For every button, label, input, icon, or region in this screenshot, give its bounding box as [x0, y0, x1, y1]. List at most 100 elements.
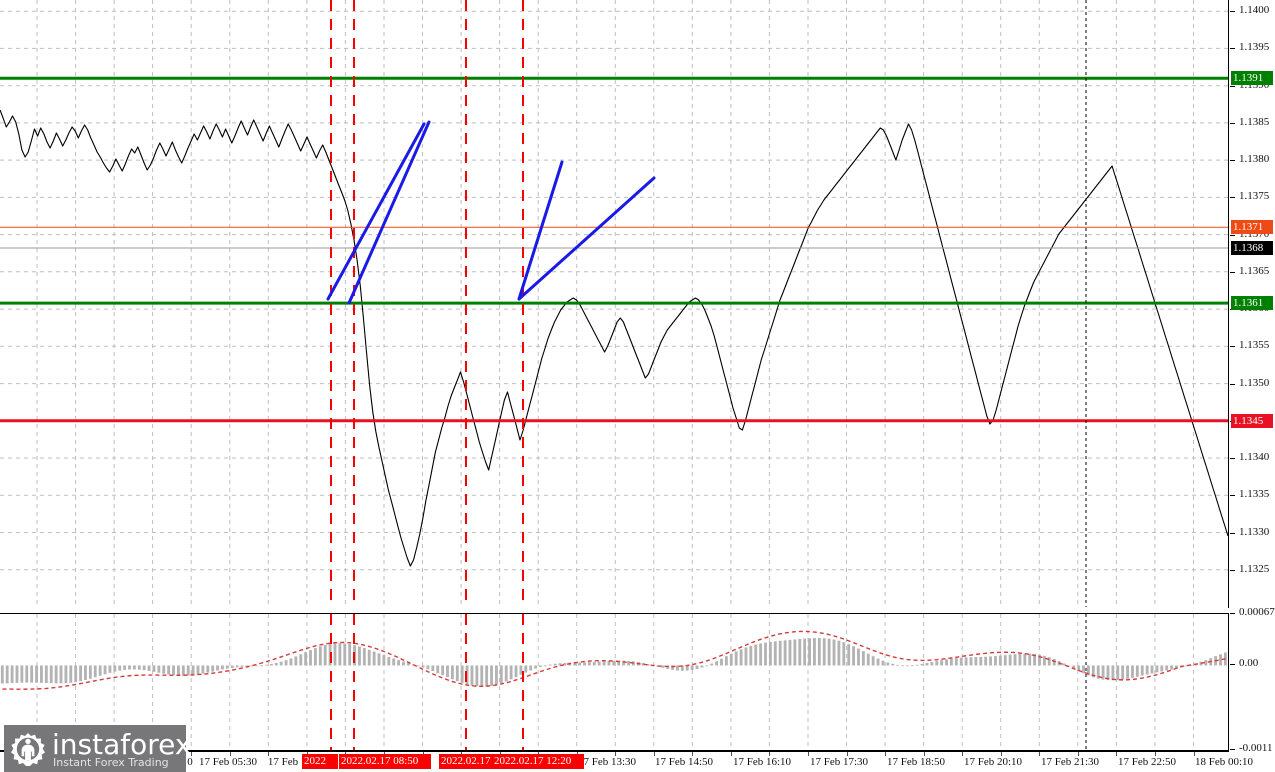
price-tag-1.1361[interactable]: 1.1361 — [1231, 296, 1273, 311]
trendline-1[interactable] — [326, 122, 426, 301]
axis-tick-mark — [1230, 271, 1235, 273]
price-chart-pane[interactable] — [0, 0, 1229, 608]
macd-bar — [309, 650, 312, 666]
macd-bar — [876, 658, 880, 666]
macd-bar — [59, 665, 63, 684]
macd-bar — [612, 660, 616, 666]
macd-bar — [132, 665, 136, 670]
macd-bar — [768, 641, 772, 666]
macd-bar — [1008, 654, 1012, 666]
macd-bar — [44, 665, 48, 684]
macd-bar — [1003, 655, 1007, 666]
macd-bar — [382, 655, 386, 666]
trendline-4[interactable] — [517, 176, 656, 301]
macd-bar — [402, 661, 405, 666]
macd-bar — [406, 662, 410, 666]
axis-tick-label: 1.1380 — [1239, 153, 1270, 166]
macd-bar — [35, 665, 38, 683]
macd-bar — [30, 665, 34, 683]
macd-bar — [1047, 657, 1051, 666]
macd-bar — [504, 665, 508, 682]
price-tag-1.1345[interactable]: 1.1345 — [1231, 413, 1273, 428]
macd-bar — [979, 656, 983, 666]
time-axis-label: 17 Feb 14:50 — [654, 756, 714, 768]
time-marker-tag[interactable]: 2022.02.17 1 — [439, 754, 509, 769]
vertical-markers — [330, 0, 1087, 607]
price-tag-1.1371[interactable]: 1.1371 — [1231, 220, 1273, 235]
time-tick — [1193, 752, 1195, 756]
macd-bar — [235, 665, 239, 668]
axis-tick-label: 1.1355 — [1239, 339, 1270, 352]
macd-bar — [147, 665, 151, 671]
macd-bar — [1116, 665, 1120, 681]
macd-bar — [783, 640, 787, 666]
macd-bar — [499, 665, 503, 684]
macd-bar — [1096, 665, 1100, 679]
macd-bar — [1018, 653, 1022, 666]
macd-bar — [211, 665, 215, 672]
time-marker-tag[interactable]: 2022.02.17 12:20 — [492, 754, 584, 769]
macd-bar — [103, 665, 107, 675]
macd-bar — [773, 641, 777, 666]
macd-bar — [5, 665, 9, 684]
macd-bar — [954, 658, 958, 666]
macd-bar — [304, 652, 308, 666]
macd-bar — [206, 665, 210, 673]
axis-tick-mark — [1230, 346, 1235, 348]
time-marker-tag[interactable]: 2022.02.17 08:50 — [339, 754, 431, 769]
macd-bar — [196, 665, 200, 675]
macd-bar — [1111, 665, 1115, 681]
macd-axis-tick-label: -0.0011 — [1239, 742, 1273, 754]
macd-bar — [64, 665, 68, 684]
macd-bar — [436, 665, 440, 674]
macd-bar — [592, 661, 596, 666]
macd-bar — [1028, 653, 1032, 666]
trendline-3[interactable] — [517, 160, 564, 301]
macd-axis-tick-mark — [1230, 664, 1235, 666]
price-tag-1.1391[interactable]: 1.1391 — [1231, 71, 1273, 86]
macd-bar — [935, 661, 939, 666]
macd-bar — [715, 661, 719, 666]
time-tick — [1116, 752, 1118, 756]
trendline-2[interactable] — [347, 120, 431, 305]
macd-bar — [1170, 665, 1174, 670]
macd-bar — [274, 662, 278, 666]
macd-bar — [79, 665, 82, 682]
time-tick — [1039, 752, 1041, 756]
macd-bar — [558, 663, 562, 666]
macd-canvas[interactable] — [0, 614, 1228, 750]
price-chart-canvas[interactable] — [0, 0, 1228, 607]
macd-bar — [177, 665, 180, 676]
macd-bar — [842, 642, 846, 666]
macd-bar — [524, 665, 528, 673]
macd-bar — [343, 643, 347, 666]
axis-tick-mark — [1230, 122, 1235, 124]
macd-bar — [695, 665, 699, 669]
time-tick — [885, 752, 887, 756]
macd-bar — [152, 665, 156, 672]
axis-tick-label: 1.1335 — [1239, 488, 1270, 501]
macd-bar — [847, 644, 851, 666]
macd-bar — [49, 665, 53, 684]
time-tick — [1000, 752, 1002, 756]
macd-bar — [563, 662, 567, 666]
time-axis-label: 17 Feb 18:50 — [886, 756, 946, 768]
price-axis[interactable]: 1.14001.13951.13901.13851.13801.13751.13… — [1229, 0, 1275, 754]
macd-signal-line — [2, 630, 1226, 690]
macd-bar — [128, 665, 131, 670]
macd-bar — [1165, 665, 1169, 671]
time-marker-tag[interactable]: 2022 — [302, 754, 338, 769]
macd-bar — [1091, 665, 1095, 678]
macd-bar — [416, 665, 420, 667]
time-tick — [1154, 752, 1156, 756]
axis-tick-label: 1.1340 — [1239, 451, 1270, 463]
macd-bar — [318, 646, 322, 666]
axis-tick-label: 1.1350 — [1239, 376, 1270, 389]
macd-bar — [172, 665, 175, 676]
price-tag-1.1368[interactable]: 1.1368 — [1231, 241, 1273, 255]
macd-bar — [529, 665, 533, 671]
time-tick — [1077, 752, 1079, 756]
macd-bar — [690, 665, 694, 671]
macd-indicator-pane[interactable] — [0, 613, 1229, 751]
